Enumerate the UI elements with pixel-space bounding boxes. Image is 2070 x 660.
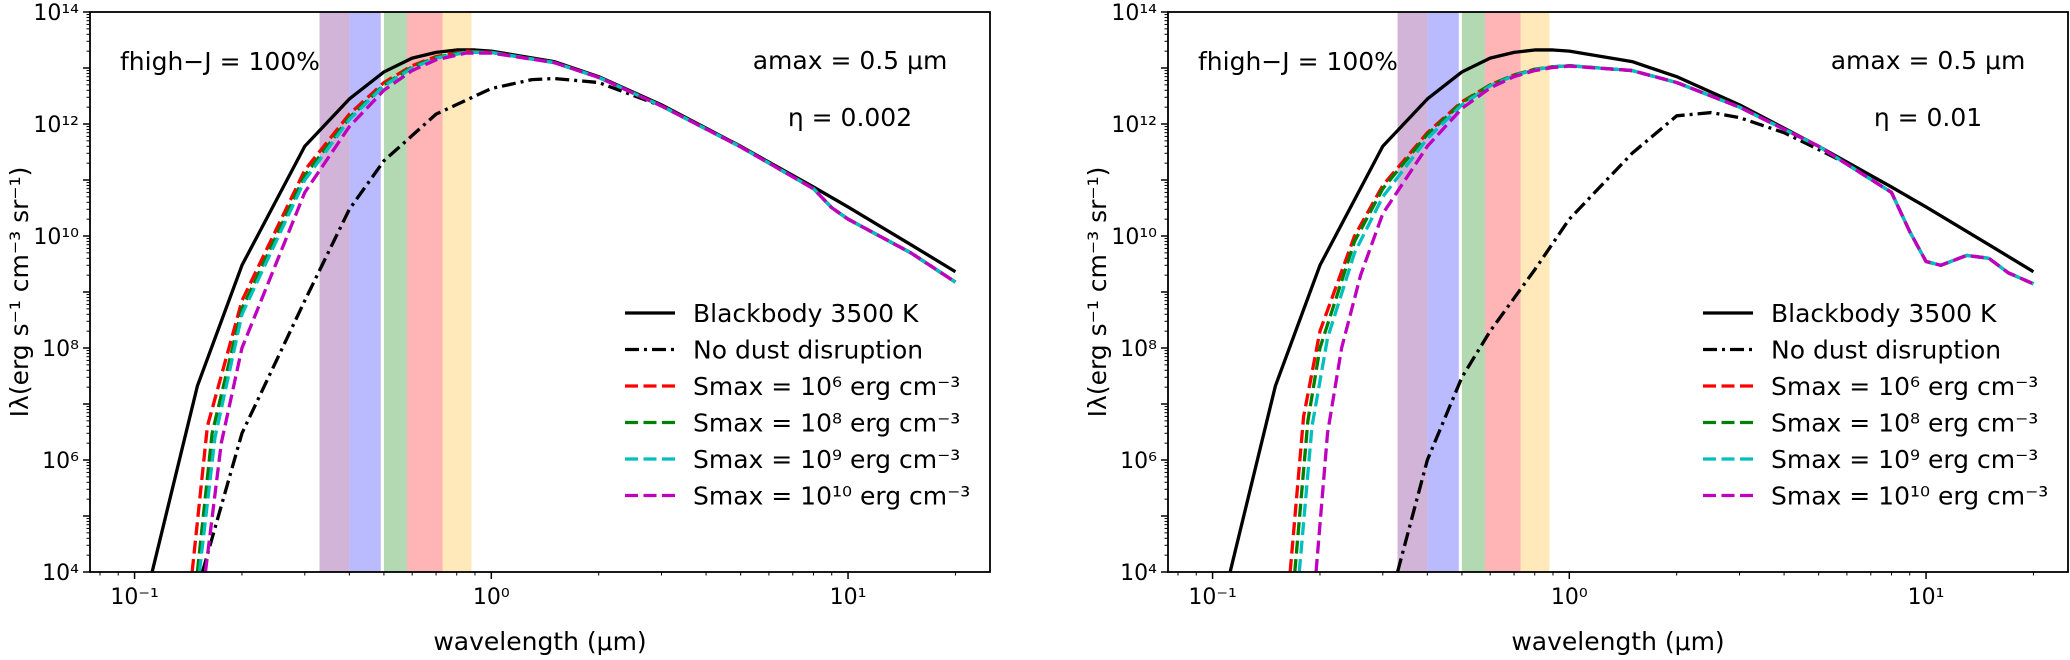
legend: Blackbody 3500 K No dust disruption Smax =… (625, 299, 970, 511)
series-line-2 (1395, 110, 1872, 572)
band-U (1397, 12, 1428, 572)
series-line-6 (203, 51, 957, 572)
y-tick-label: 10⁸ (1120, 337, 1157, 362)
band-U (319, 12, 350, 572)
curves (1228, 48, 2035, 572)
band-R (406, 12, 443, 572)
legend-label: No dust disruption (693, 336, 923, 365)
amax-annotation: amax = 0.5 μm (1831, 46, 2026, 75)
legend-item-1: Blackbody 3500 K (625, 299, 919, 328)
legend: Blackbody 3500 K No dust disruption Smax =… (1703, 299, 2048, 511)
y-axis: 10⁴ 10⁶ 10⁸ 10¹⁰ 10¹² 10¹⁴ (1111, 1, 1168, 586)
legend-label: Smax = 10⁶ erg cm⁻³ (693, 372, 960, 401)
series-line-6 (1314, 64, 2035, 572)
x-axis: 10⁻¹ 10⁰ 10¹ (99, 572, 956, 610)
x-tick-label: 10⁰ (1551, 585, 1588, 610)
y-tick-label: 10⁴ (1120, 561, 1157, 586)
legend-label: Smax = 10⁶ erg cm⁻³ (1771, 372, 2038, 401)
y-tick-label: 10⁸ (42, 337, 79, 362)
filter-bands (1397, 12, 1550, 572)
legend-item-4: Smax = 10⁸ erg cm⁻³ (1703, 409, 2038, 438)
legend-item-5: Smax = 10⁹ erg cm⁻³ (1703, 445, 2038, 474)
band-V (1461, 12, 1485, 572)
y-tick-label: 10¹⁰ (33, 225, 79, 250)
eta-annotation: η = 0.01 (1874, 103, 1982, 132)
legend-item-3: Smax = 10⁶ erg cm⁻³ (1703, 372, 2038, 401)
fraction-annotation: fhigh−J = 100% (1198, 47, 1398, 76)
series-line-1 (1228, 48, 2035, 572)
band-I (1520, 12, 1550, 572)
y-tick-label: 10⁴ (42, 561, 79, 586)
y-tick-label: 10¹⁴ (1111, 1, 1157, 26)
legend-label: Blackbody 3500 K (1771, 299, 1997, 328)
legend-item-6: Smax = 10¹⁰ erg cm⁻³ (1703, 482, 2048, 511)
filter-bands (319, 12, 472, 572)
legend-label: Blackbody 3500 K (693, 299, 919, 328)
y-tick-label: 10⁶ (1120, 449, 1157, 474)
y-axis-label: Iλ(erg s⁻¹ cm⁻³ sr⁻¹) (5, 167, 34, 418)
curves (150, 48, 957, 572)
y-tick-label: 10¹⁰ (1111, 225, 1157, 250)
legend-item-5: Smax = 10⁹ erg cm⁻³ (625, 445, 960, 474)
x-axis-label: wavelength (μm) (433, 627, 646, 656)
legend-label: Smax = 10¹⁰ erg cm⁻³ (1771, 482, 2048, 511)
y-tick-label: 10¹² (1111, 113, 1157, 138)
band-B (1427, 12, 1459, 572)
band-V (383, 12, 407, 572)
legend-label: Smax = 10⁹ erg cm⁻³ (693, 445, 960, 474)
legend-label: No dust disruption (1771, 336, 2001, 365)
y-tick-label: 10¹⁴ (33, 1, 79, 26)
amax-annotation: amax = 0.5 μm (753, 46, 948, 75)
y-axis-label: Iλ(erg s⁻¹ cm⁻³ sr⁻¹) (1083, 167, 1112, 418)
legend-item-4: Smax = 10⁸ erg cm⁻³ (625, 409, 960, 438)
y-tick-label: 10¹² (33, 113, 79, 138)
x-axis-label: wavelength (μm) (1511, 627, 1724, 656)
x-axis: 10⁻¹ 10⁰ 10¹ (1177, 572, 2034, 610)
legend-item-3: Smax = 10⁶ erg cm⁻³ (625, 372, 960, 401)
legend-label: Smax = 10¹⁰ erg cm⁻³ (693, 482, 970, 511)
x-tick-label: 10⁻¹ (1188, 585, 1236, 610)
band-R (1484, 12, 1521, 572)
legend-item-6: Smax = 10¹⁰ erg cm⁻³ (625, 482, 970, 511)
x-tick-label: 10⁻¹ (110, 585, 158, 610)
x-tick-label: 10¹ (1908, 585, 1945, 610)
legend-label: Smax = 10⁹ erg cm⁻³ (1771, 445, 2038, 474)
eta-annotation: η = 0.002 (788, 103, 912, 132)
x-tick-label: 10⁰ (473, 585, 510, 610)
legend-item-2: No dust disruption (1703, 336, 2001, 365)
y-axis: 10⁴ 10⁶ 10⁸ 10¹⁰ 10¹² 10¹⁴ (33, 1, 90, 586)
x-tick-label: 10¹ (830, 585, 867, 610)
chart-panel-1: 10⁴ 10⁶ 10⁸ 10¹⁰ 10¹² 10¹⁴ 10⁻¹ 10⁰ 10¹ wavelengt… (5, 1, 991, 656)
y-tick-label: 10⁶ (42, 449, 79, 474)
legend-label: Smax = 10⁸ erg cm⁻³ (1771, 409, 2038, 438)
legend-item-2: No dust disruption (625, 336, 923, 365)
legend-label: Smax = 10⁸ erg cm⁻³ (693, 409, 960, 438)
fraction-annotation: fhigh−J = 100% (120, 47, 320, 76)
band-I (442, 12, 472, 572)
chart-panel-2: 10⁴ 10⁶ 10⁸ 10¹⁰ 10¹² 10¹⁴ 10⁻¹ 10⁰ 10¹ wavelengt… (1083, 1, 2069, 656)
legend-item-1: Blackbody 3500 K (1703, 299, 1997, 328)
